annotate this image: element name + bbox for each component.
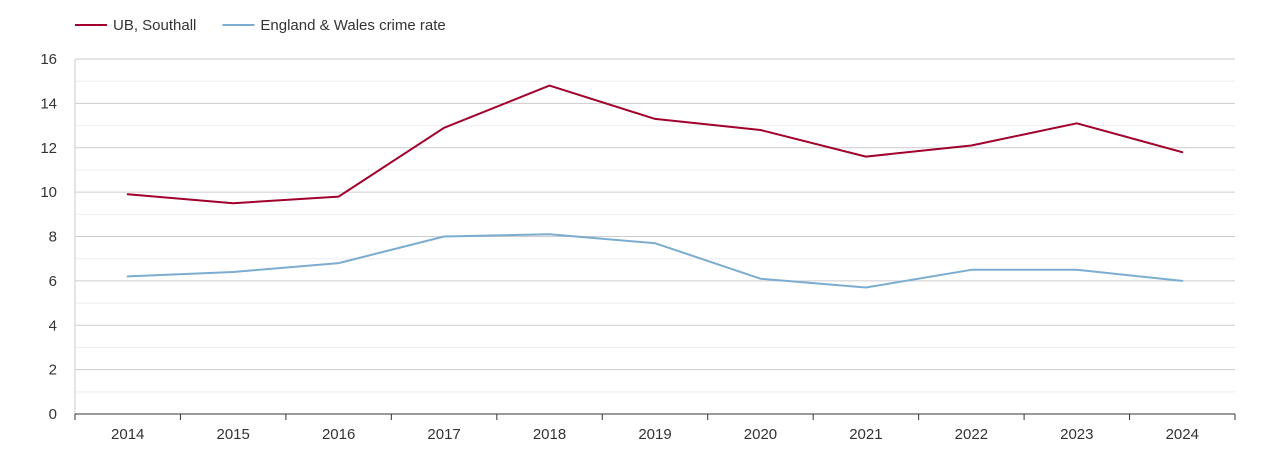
y-tick-label: 12: [40, 140, 57, 157]
x-tick-label: 2020: [744, 426, 777, 443]
y-tick-label: 14: [40, 95, 57, 112]
x-tick-label: 2014: [111, 426, 144, 443]
x-tick-label: 2024: [1166, 426, 1199, 443]
y-axis: 0 2 4 6 8 10 12 14 16: [40, 51, 76, 423]
x-axis: 2014 2015 2016 2017 2018 2019 2020 2021 2022 2023…: [74, 413, 1236, 443]
data-point: [442, 126, 446, 130]
series-group: [126, 84, 1184, 290]
y-tick-label: 6: [49, 273, 57, 290]
y-tick-label: 10: [40, 184, 57, 201]
series-line-1: [126, 233, 1184, 289]
data-point: [126, 274, 130, 278]
legend: UB, Southall England & Wales crime rate: [75, 17, 446, 34]
x-tick-label: 2017: [427, 426, 460, 443]
data-point: [864, 286, 868, 290]
legend-label: England & Wales crime rate: [260, 17, 445, 34]
gridlines: [75, 58, 1235, 393]
x-tick-label: 2015: [216, 426, 249, 443]
y-tick-label: 0: [49, 406, 57, 423]
data-point: [1180, 150, 1184, 154]
data-point: [969, 268, 973, 272]
y-tick-label: 2: [49, 362, 57, 379]
legend-label: UB, Southall: [113, 17, 196, 34]
data-point: [1075, 121, 1079, 125]
x-tick-label: 2022: [955, 426, 988, 443]
data-point: [231, 270, 235, 274]
data-point: [548, 84, 552, 88]
y-tick-label: 16: [40, 51, 57, 68]
x-tick-label: 2018: [533, 426, 566, 443]
y-tick-label: 8: [49, 229, 57, 246]
x-tick-label: 2019: [638, 426, 671, 443]
data-point: [758, 277, 762, 281]
data-point: [653, 241, 657, 245]
data-point: [231, 201, 235, 205]
data-point: [758, 128, 762, 132]
x-tick-label: 2023: [1060, 426, 1093, 443]
x-tick-label: 2021: [849, 426, 882, 443]
data-point: [969, 144, 973, 148]
series-line-0: [126, 84, 1184, 205]
x-tick-label: 2016: [322, 426, 355, 443]
data-point: [1180, 279, 1184, 283]
data-point: [653, 117, 657, 121]
data-point: [337, 195, 341, 199]
data-point: [126, 192, 130, 196]
data-point: [442, 235, 446, 239]
data-point: [864, 155, 868, 159]
data-point: [1075, 268, 1079, 272]
y-tick-label: 4: [49, 317, 57, 334]
data-point: [548, 232, 552, 236]
data-point: [337, 261, 341, 265]
